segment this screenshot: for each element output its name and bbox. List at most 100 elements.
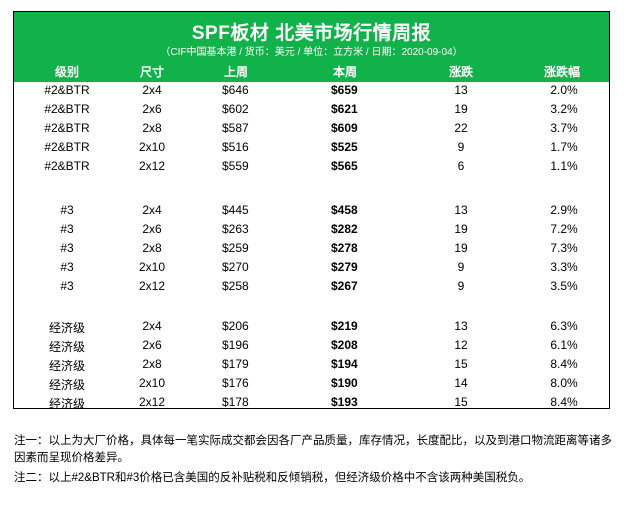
cell-change: 19	[454, 241, 468, 255]
cell-size: 2x4	[142, 83, 162, 97]
cell-change-pct: 7.2%	[550, 222, 578, 236]
cell-change: 6	[457, 159, 465, 173]
cell-change-pct: 8.4%	[550, 357, 578, 371]
cell-this-week: $194	[331, 357, 358, 371]
cell-this-week: $190	[331, 376, 358, 390]
cell-this-week: $659	[331, 83, 358, 97]
cell-this-week: $219	[331, 319, 358, 333]
cell-last-week: $178	[222, 395, 249, 409]
cell-change: 14	[454, 376, 468, 390]
cell-change-pct: 3.7%	[550, 121, 578, 135]
cell-size: 2x12	[138, 395, 166, 409]
cell-change: 9	[457, 140, 465, 154]
cell-change-pct: 6.1%	[550, 338, 578, 352]
cell-last-week: $602	[222, 102, 249, 116]
price-report-table: SPF板材 北美市场行情周报 （CIF中国基本港 / 货币：美元 / 单位：立方…	[13, 11, 610, 411]
cell-change-pct: 7.3%	[550, 241, 578, 255]
table-row: 经济级 2x4 $206 $219 13 6.3%	[14, 318, 609, 337]
cell-grade: 经济级	[48, 340, 85, 354]
cell-size: 2x8	[142, 241, 162, 255]
cell-last-week: $206	[222, 319, 249, 333]
cell-size: 2x4	[142, 203, 162, 217]
cell-this-week: $278	[331, 241, 358, 255]
cell-grade: 经济级	[48, 378, 85, 392]
table-row: #2&BTR 2x6 $602 $621 19 3.2%	[14, 101, 609, 120]
table-row: #3 2x10 $270 $279 9 3.3%	[14, 259, 609, 278]
table-row: #3 2x4 $445 $458 13 2.9%	[14, 202, 609, 221]
cell-change-pct: 3.3%	[550, 260, 578, 274]
cell-change: 13	[454, 203, 468, 217]
table-row: #3 2x8 $259 $278 19 7.3%	[14, 240, 609, 259]
cell-last-week: $176	[222, 376, 249, 390]
cell-last-week: $196	[222, 338, 249, 352]
cell-last-week: $646	[222, 83, 249, 97]
cell-this-week: $208	[331, 338, 358, 352]
cell-change: 13	[454, 83, 468, 97]
cell-this-week: $621	[331, 102, 358, 116]
cell-change-pct: 3.2%	[550, 102, 578, 116]
cell-size: 2x10	[138, 376, 166, 390]
cell-size: 2x6	[142, 102, 162, 116]
report-subtitle: （CIF中国基本港 / 货币：美元 / 单位：立方米 / 日期：2020-09-…	[160, 47, 463, 58]
table-row: #2&BTR 2x8 $587 $609 22 3.7%	[14, 120, 609, 139]
table-row: 经济级 2x10 $176 $190 14 8.0%	[14, 375, 609, 394]
cell-size: 2x6	[142, 222, 162, 236]
column-header-change: 涨跌	[448, 65, 473, 79]
table-row: #2&BTR 2x10 $516 $525 9 1.7%	[14, 139, 609, 158]
cell-last-week: $259	[222, 241, 249, 255]
table-row: #2&BTR 2x12 $559 $565 6 1.1%	[14, 158, 609, 177]
cell-grade: #3	[60, 203, 74, 217]
table-row: #3 2x12 $258 $267 9 3.5%	[14, 278, 609, 297]
column-headers: 级别 尺寸 上周 本周 涨跌 涨跌幅	[14, 59, 609, 81]
cell-last-week: $258	[222, 279, 249, 293]
table-header: SPF板材 北美市场行情周报 （CIF中国基本港 / 货币：美元 / 单位：立方…	[14, 12, 609, 82]
cell-change-pct: 1.1%	[550, 159, 578, 173]
cell-this-week: $609	[331, 121, 358, 135]
table-row: 经济级 2x8 $179 $194 15 8.4%	[14, 356, 609, 375]
cell-this-week: $565	[331, 159, 358, 173]
cell-change-pct: 3.5%	[550, 279, 578, 293]
column-header-grade: 级别	[54, 65, 79, 79]
cell-change: 9	[457, 260, 465, 274]
cell-this-week: $525	[331, 140, 358, 154]
cell-last-week: $587	[222, 121, 249, 135]
column-header-size: 尺寸	[139, 65, 164, 79]
cell-grade: #3	[60, 279, 74, 293]
cell-this-week: $458	[331, 203, 358, 217]
cell-size: 2x4	[142, 319, 162, 333]
cell-size: 2x10	[138, 260, 166, 274]
cell-change: 15	[454, 395, 468, 409]
cell-grade: #2&BTR	[44, 140, 90, 154]
cell-this-week: $267	[331, 279, 358, 293]
footnotes: 注一：以上为大厂价格，具体每一笔实际成交都会因各厂产品质量，库存情况，长度配比，…	[14, 433, 614, 490]
cell-change: 9	[457, 279, 465, 293]
column-header-this-week: 本周	[333, 65, 358, 79]
cell-grade: #2&BTR	[44, 102, 90, 116]
cell-size: 2x8	[142, 357, 162, 371]
column-header-last-week: 上周	[224, 65, 249, 79]
cell-grade: #3	[60, 222, 74, 236]
table-row: #3 2x6 $263 $282 19 7.2%	[14, 221, 609, 240]
cell-grade: #2&BTR	[44, 159, 90, 173]
cell-this-week: $282	[331, 222, 358, 236]
cell-last-week: $516	[222, 140, 249, 154]
cell-change: 13	[454, 319, 468, 333]
cell-change: 22	[454, 121, 468, 135]
table-row: 经济级 2x12 $178 $193 15 8.4%	[14, 394, 609, 413]
cell-grade: 经济级	[48, 359, 85, 373]
cell-change: 12	[454, 338, 468, 352]
footnote-2: 注二：以上#2&BTR和#3价格已含美国的反补贴税和反倾销税，但经济级价格中不含…	[14, 472, 531, 484]
cell-this-week: $193	[331, 395, 358, 409]
cell-change-pct: 2.9%	[550, 203, 578, 217]
cell-grade: #2&BTR	[44, 83, 90, 97]
cell-grade: #3	[60, 260, 74, 274]
cell-grade: 经济级	[48, 397, 85, 411]
table-row: 经济级 2x6 $196 $208 12 6.1%	[14, 337, 609, 356]
cell-change-pct: 8.0%	[550, 376, 578, 390]
cell-grade: 经济级	[48, 321, 85, 335]
cell-this-week: $279	[331, 260, 358, 274]
cell-last-week: $179	[222, 357, 249, 371]
report-title: SPF板材 北美市场行情周报	[191, 23, 432, 44]
column-header-change-pct: 涨跌幅	[543, 65, 580, 79]
cell-change: 19	[454, 222, 468, 236]
